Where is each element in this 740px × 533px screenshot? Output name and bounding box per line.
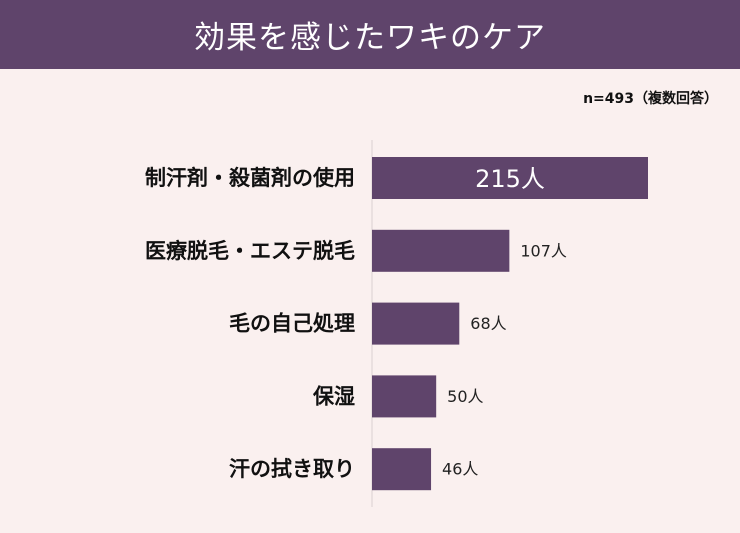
category-label: 制汗剤・殺菌剤の使用 bbox=[145, 166, 355, 190]
bar bbox=[372, 229, 510, 272]
chart-title-bar: 効果を感じたワキのケア bbox=[0, 0, 740, 69]
chart-title: 効果を感じたワキのケア bbox=[194, 20, 546, 56]
value-label: 46人 bbox=[442, 460, 478, 479]
value-label: 50人 bbox=[447, 387, 483, 406]
bar bbox=[372, 302, 460, 345]
sample-size-note: n=493（複数回答） bbox=[583, 91, 718, 107]
bar bbox=[372, 375, 437, 418]
value-label: 68人 bbox=[470, 314, 506, 333]
category-label: 保湿 bbox=[312, 384, 355, 408]
value-label: 215人 bbox=[475, 165, 545, 193]
bar bbox=[372, 157, 648, 199]
category-label: 毛の自己処理 bbox=[229, 312, 355, 336]
category-label: 医療脱毛・エステ脱毛 bbox=[145, 239, 355, 263]
value-label: 107人 bbox=[520, 241, 567, 260]
bar bbox=[372, 448, 432, 491]
category-label: 汗の拭き取り bbox=[229, 457, 355, 481]
